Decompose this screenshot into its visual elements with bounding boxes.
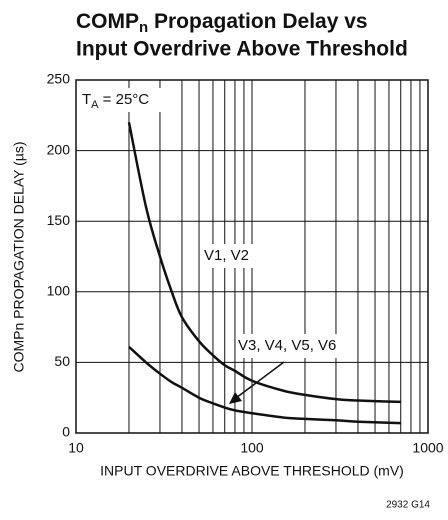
title-part: COMP xyxy=(76,10,139,33)
chart-title-line1: COMPn Propagation Delay vs xyxy=(76,10,368,36)
x-axis-label: INPUT OVERDRIVE ABOVE THRESHOLD (mV) xyxy=(100,463,404,479)
arrow-line xyxy=(235,361,285,399)
title-part: Propagation Delay vs xyxy=(148,10,367,33)
annotation-part: = 25°C xyxy=(99,91,150,108)
y-tick-label: 200 xyxy=(47,141,71,157)
label-bg xyxy=(200,244,260,268)
series-label: V1, V2 xyxy=(204,247,249,264)
annotation: TA = 25°C xyxy=(82,91,149,111)
annotation-part: T xyxy=(82,91,91,108)
annotation-subscript: A xyxy=(91,99,99,111)
chart-title-line2: Input Overdrive Above Threshold xyxy=(76,38,408,61)
series-label: V3, V4, V5, V6 xyxy=(238,337,336,354)
arrow-head xyxy=(229,392,242,404)
plot-frame xyxy=(75,79,429,434)
x-tick-label: 100 xyxy=(240,440,264,456)
y-tick-label: 250 xyxy=(47,71,71,87)
y-tick-label: 150 xyxy=(47,212,71,228)
line-series xyxy=(128,345,401,425)
line-series xyxy=(127,122,401,404)
x-tick-label: 1000 xyxy=(412,440,443,456)
y-axis-label: COMPn PROPAGATION DELAY (µs) xyxy=(11,141,27,372)
y-tick-label: 100 xyxy=(47,283,71,299)
label-bg xyxy=(236,334,356,358)
title-subscript: n xyxy=(139,19,148,36)
y-tick-label: 50 xyxy=(54,353,70,369)
footnote: 2932 G14 xyxy=(386,500,430,511)
y-tick-label: 0 xyxy=(62,424,70,440)
x-tick-label: 10 xyxy=(68,440,84,456)
annotation-bg xyxy=(79,88,161,112)
